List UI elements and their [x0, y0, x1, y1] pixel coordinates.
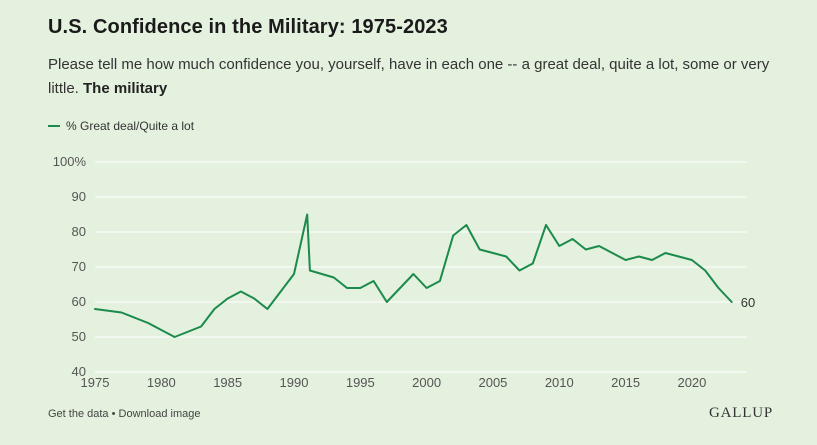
legend-line-icon — [48, 125, 60, 127]
y-tick-label: 70 — [72, 259, 86, 274]
y-tick-label: 40 — [72, 364, 86, 379]
y-tick-label: 90 — [72, 189, 86, 204]
end-value-label: 60 — [741, 295, 755, 310]
legend-label: % Great deal/Quite a lot — [66, 119, 195, 133]
x-tick-label: 1975 — [81, 375, 110, 390]
y-tick-label: 100% — [53, 154, 87, 169]
line-chart: 40 50 60 70 80 90 100% 1975 1980 1985 1990 1995 200… — [53, 154, 755, 390]
y-tick-label: 60 — [72, 294, 86, 309]
footer-links: Get the data • Download image — [48, 408, 200, 420]
subtitle-item: The military — [83, 80, 168, 97]
x-tick-label: 2020 — [677, 375, 706, 390]
get-data-link[interactable]: Get the data — [48, 408, 109, 420]
x-tick-label: 2005 — [478, 375, 507, 390]
x-tick-label: 1985 — [213, 375, 242, 390]
grid-lines — [95, 161, 747, 373]
x-tick-label: 1980 — [147, 375, 176, 390]
x-tick-label: 1990 — [280, 375, 309, 390]
series-line-0[interactable] — [94, 213, 733, 338]
subtitle-question: Please tell me how much confidence you, … — [48, 56, 770, 97]
x-tick-label: 2010 — [545, 375, 574, 390]
chart-title: U.S. Confidence in the Military: 1975-20… — [48, 16, 448, 38]
legend: % Great deal/Quite a lot — [48, 119, 194, 133]
x-tick-label: 2000 — [412, 375, 441, 390]
x-axis-labels: 1975 1980 1985 1990 1995 2000 2005 2010 2015 2020 — [81, 375, 707, 390]
download-image-link[interactable]: Download image — [118, 408, 201, 420]
gallup-logo: GALLUP — [709, 405, 773, 421]
chart-subtitle: Please tell me how much confidence you, … — [48, 53, 788, 101]
y-tick-label: 80 — [72, 224, 86, 239]
series-layer: 60 — [94, 213, 755, 338]
footer-separator: • — [111, 408, 116, 420]
y-axis-labels: 40 50 60 70 80 90 100% — [53, 154, 87, 379]
y-tick-label: 50 — [72, 329, 86, 344]
x-tick-label: 1995 — [346, 375, 375, 390]
x-tick-label: 2015 — [611, 375, 640, 390]
